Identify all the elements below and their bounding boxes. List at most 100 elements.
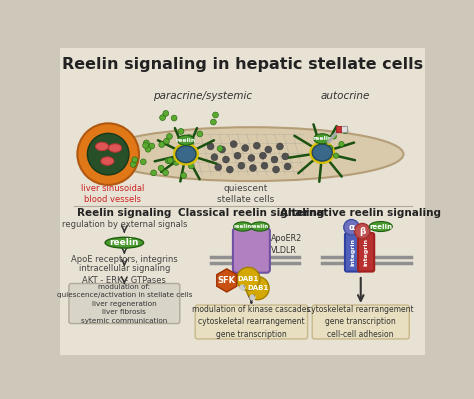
Ellipse shape [105,237,144,248]
Text: Y: Y [242,284,244,288]
Text: regulation by external signals: regulation by external signals [62,220,187,229]
Circle shape [166,134,173,139]
Circle shape [344,219,359,235]
Circle shape [282,153,289,160]
Text: intracellular signaling
AKT - ERK - GTPases: intracellular signaling AKT - ERK - GTPa… [79,264,170,284]
FancyBboxPatch shape [345,233,361,272]
Text: reelin: reelin [109,238,139,247]
Circle shape [140,159,146,165]
Circle shape [217,146,223,152]
Circle shape [132,157,137,163]
Circle shape [163,170,169,176]
Circle shape [130,162,136,167]
Text: reelin: reelin [312,136,332,141]
Circle shape [186,134,192,140]
Circle shape [164,138,170,144]
Ellipse shape [312,144,332,161]
Circle shape [227,166,233,173]
Ellipse shape [369,221,392,231]
Ellipse shape [234,222,252,231]
Text: cytoskeletal rearrangement
gene transcription
cell-cell adhesion: cytoskeletal rearrangement gene transcri… [308,305,414,339]
Circle shape [355,223,370,239]
Circle shape [160,115,165,120]
Text: quiescent
stellate cells: quiescent stellate cells [217,184,274,204]
Circle shape [144,140,149,146]
Circle shape [77,123,139,185]
Ellipse shape [101,157,114,165]
FancyBboxPatch shape [57,45,428,358]
Circle shape [331,134,337,139]
Circle shape [184,144,190,150]
Circle shape [178,128,184,134]
Text: SFK: SFK [218,276,236,285]
Circle shape [234,152,241,159]
Text: liver sinusoidal
blood vessels: liver sinusoidal blood vessels [81,184,145,204]
Text: DAB1: DAB1 [247,285,268,291]
Ellipse shape [314,134,331,144]
Circle shape [207,143,214,150]
Circle shape [211,154,218,161]
Circle shape [222,156,229,163]
Circle shape [149,143,155,149]
Circle shape [87,133,129,175]
Circle shape [173,156,179,162]
Circle shape [187,141,193,147]
Circle shape [188,163,194,169]
Text: β: β [359,227,365,236]
Circle shape [238,162,245,169]
Text: Reelin signaling in hepatic stellate cells: Reelin signaling in hepatic stellate cel… [63,57,423,72]
Circle shape [246,277,269,300]
Ellipse shape [251,222,269,231]
Circle shape [163,111,169,117]
Text: Reelin signaling: Reelin signaling [77,208,172,218]
Circle shape [219,146,226,153]
Bar [336,126,347,132]
Circle shape [259,152,266,159]
FancyBboxPatch shape [195,305,308,339]
Circle shape [265,146,272,153]
Circle shape [145,146,151,152]
Circle shape [271,156,278,163]
Circle shape [143,142,148,148]
Circle shape [173,160,179,165]
Text: paracrine/systemic: paracrine/systemic [153,91,253,101]
Text: reelin: reelin [176,138,196,143]
Circle shape [230,141,237,148]
Text: Classical reelin signaling: Classical reelin signaling [178,208,325,218]
Text: α: α [348,223,355,232]
FancyBboxPatch shape [312,305,409,339]
Circle shape [327,145,333,151]
Circle shape [210,119,216,125]
Circle shape [253,142,260,149]
Circle shape [261,162,268,169]
Circle shape [167,158,173,163]
Text: reelin: reelin [234,224,252,229]
Circle shape [171,115,177,121]
Ellipse shape [176,146,196,163]
Text: modulation of:
quiescence/activation in stellate cells
liver regeneration
liver : modulation of: quiescence/activation in … [56,284,192,324]
Circle shape [333,153,339,158]
Ellipse shape [100,127,403,181]
Circle shape [242,144,249,152]
Circle shape [284,163,291,170]
Circle shape [248,154,255,162]
Text: Y: Y [252,294,254,298]
Circle shape [249,164,256,172]
Text: autocrine: autocrine [320,91,370,101]
Text: ApoER2
VLDLR: ApoER2 VLDLR [271,234,302,255]
Circle shape [237,267,260,290]
FancyBboxPatch shape [358,233,374,272]
Ellipse shape [95,142,109,151]
Circle shape [181,173,187,178]
Circle shape [151,170,156,176]
Text: integrin: integrin [364,238,369,266]
Text: Alternative reelin signaling: Alternative reelin signaling [280,208,441,218]
Circle shape [165,158,171,164]
Ellipse shape [109,144,122,152]
Text: DAB1: DAB1 [237,276,259,282]
Text: modulation of kinase cascades
cytoskeletal rearrangement
gene transcription: modulation of kinase cascades cytoskelet… [192,305,310,339]
Circle shape [343,128,348,134]
Text: ApoE receptors, integrins: ApoE receptors, integrins [71,255,178,264]
Circle shape [273,166,280,173]
Text: reelin: reelin [251,224,269,229]
